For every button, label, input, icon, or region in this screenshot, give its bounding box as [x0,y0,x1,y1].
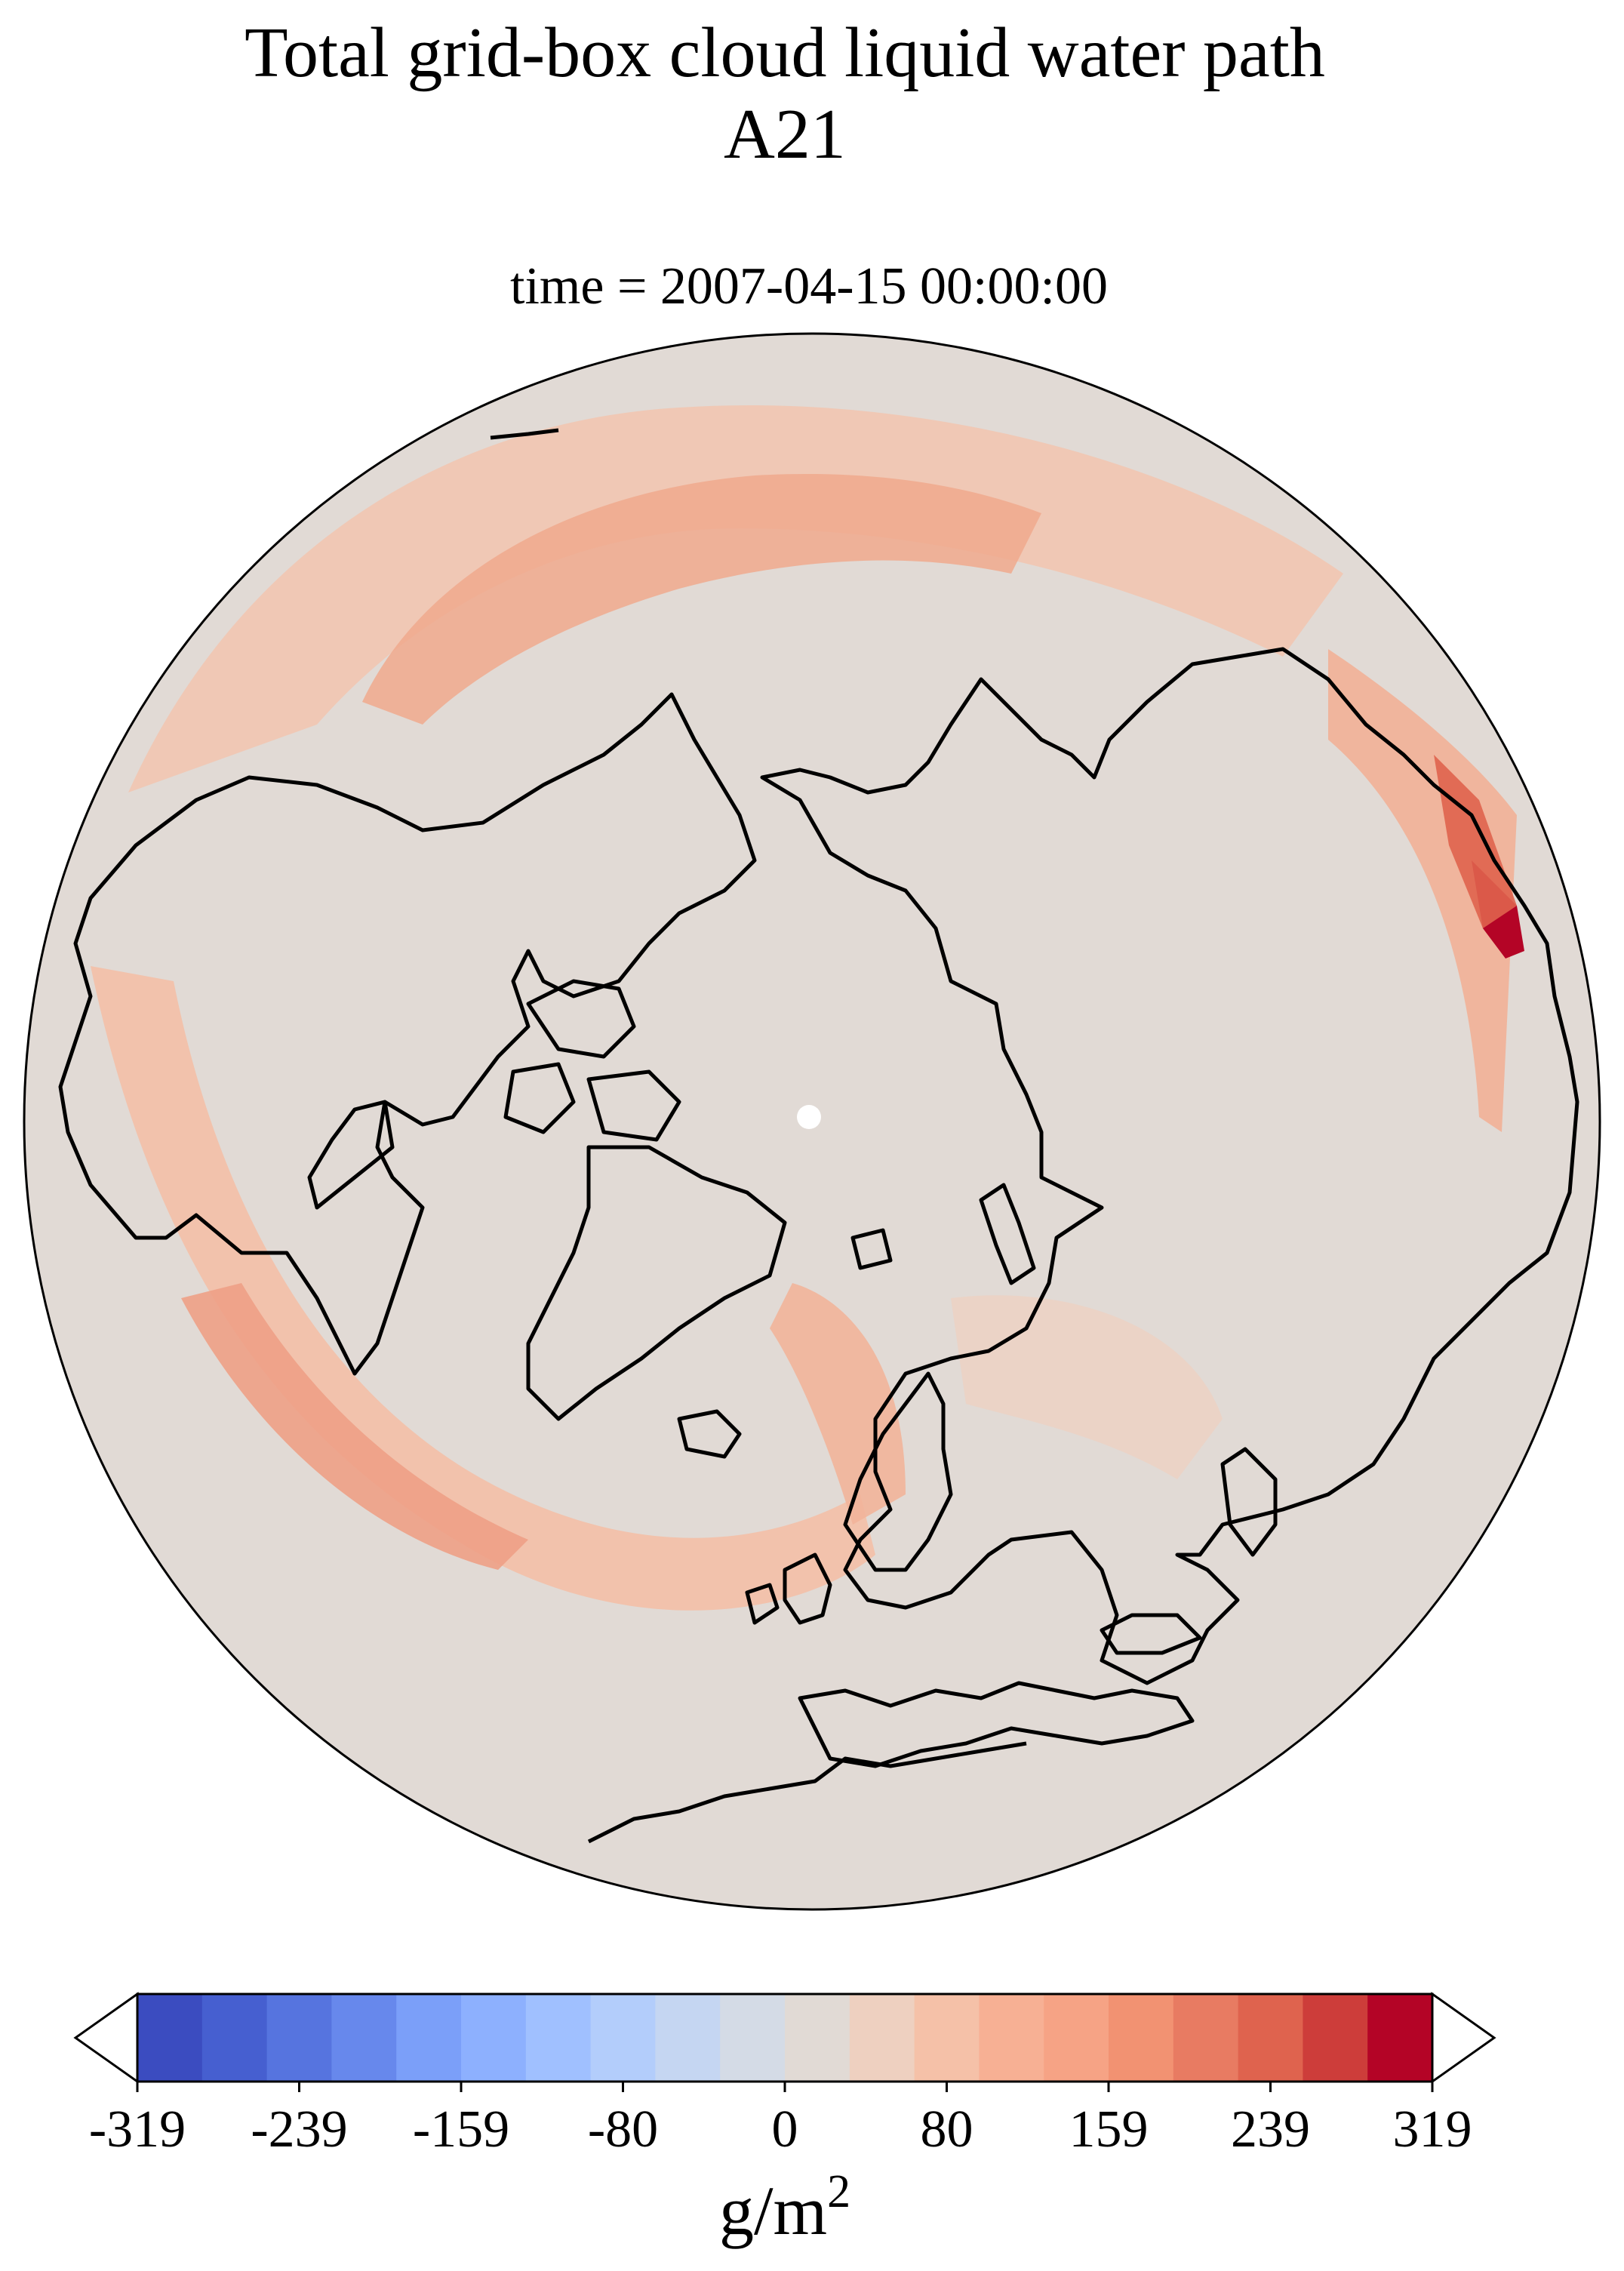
colorbar-segments [137,1994,1433,2082]
colorbar-segment [396,1994,462,2082]
colorbar-segment [914,1994,980,2082]
eurasia-coast [760,647,1579,1685]
russia-cloud [951,1295,1223,1479]
colorbar-tick-label: 319 [1393,2100,1472,2159]
colorbar-segment [979,1994,1044,2082]
mediterranean-coast [798,1681,1195,1768]
colorbar-label-base: g/m [719,2172,827,2249]
colorbar-tick-label: -80 [588,2100,658,2159]
kamchatka-band [1328,649,1517,1132]
greenland [526,1145,787,1421]
colorbar-tick-label: 80 [921,2100,973,2159]
colorbar-segment [137,1994,203,2082]
caspian-sea [1220,1447,1278,1557]
colorbar-segment [655,1994,721,2082]
north-america-coast [58,692,757,1376]
arctic-islands-2 [503,1062,576,1134]
hudson-bay [307,1100,395,1210]
aleutian-islands [490,428,559,440]
colorbar-segment [331,1994,397,2082]
scandinavia [843,1371,953,1572]
colorbar-segment [1044,1994,1109,2082]
colorbar-tick-label: 159 [1069,2100,1149,2159]
ireland [745,1583,780,1625]
africa-coast [587,1741,1027,1844]
british-isles [783,1552,832,1625]
colorbar-segment [1367,1994,1433,2082]
colorbar-segment [590,1994,656,2082]
colorbar-segment [1303,1994,1368,2082]
colorbar-tick-label: -239 [251,2100,347,2159]
colorbar: -319 -239 -159 -80 0 80 159 239 319 g/m2 [73,1992,1496,2249]
colorbar-segment [785,1994,850,2082]
colorbar-label-exponent: 2 [827,2166,850,2217]
colorbar-segment [1238,1994,1303,2082]
colorbar-extend-min [73,1992,139,2084]
atlantic-cloud-core [181,1283,528,1570]
svalbard [850,1228,893,1270]
colorbar-segment [525,1994,592,2082]
kamchatka-strong [1434,755,1517,928]
colorbar-segment [266,1994,332,2082]
colorbar-extend-max [1431,1992,1496,2084]
colorbar-tick-label: -159 [413,2100,509,2159]
colorbar-tick-label: 239 [1231,2100,1310,2159]
coastlines [58,428,1579,1844]
pacific-cloud-band [128,405,1343,792]
time-subtitle: time = 2007-04-15 00:00:00 [510,257,1108,315]
arctic-islands-3 [586,1069,681,1142]
novaya-zemlya [979,1183,1036,1285]
chart-title-model: A21 [724,95,846,174]
colorbar-label: g/m2 [719,2166,850,2249]
colorbar-tick-label: -319 [89,2100,186,2159]
colorbar-tick-label: 0 [772,2100,798,2159]
arctic-islands-1 [526,979,636,1059]
pacific-cloud-core [362,474,1041,725]
colorbar-ticks: -319 -239 -159 -80 0 80 159 239 319 [89,2082,1472,2159]
norway-cloud [770,1283,906,1525]
pole-marker [797,1105,821,1129]
chart-title: Total grid-box cloud liquid water path [245,14,1325,92]
globe [24,334,1600,1909]
colorbar-segment [461,1994,527,2082]
globe-outline [23,332,1601,1911]
colorbar-segment [720,1994,786,2082]
atlantic-cloud-band [91,966,875,1611]
black-sea [1100,1613,1202,1655]
iceland [677,1409,742,1459]
colorbar-segment [849,1994,915,2082]
colorbar-segment [201,1994,268,2082]
colorbar-segment [1109,1994,1174,2082]
colorbar-segment [1173,1994,1239,2082]
